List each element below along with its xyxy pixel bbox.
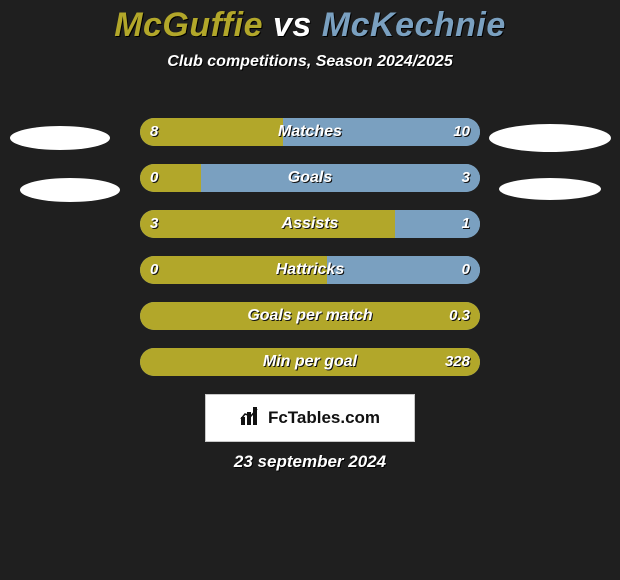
stat-row: Goals per match0.3 <box>140 302 480 330</box>
stat-row: Hattricks00 <box>140 256 480 284</box>
decorative-ellipse <box>489 124 611 152</box>
bar-fill-player1 <box>140 164 201 192</box>
bar-fill-player2 <box>395 210 480 238</box>
decorative-ellipse <box>499 178 601 200</box>
title-player1: McGuffie <box>114 6 263 44</box>
bar-fill-player1 <box>140 348 480 376</box>
date-line: 23 september 2024 <box>0 452 620 472</box>
bar-fill-player2 <box>327 256 480 284</box>
subtitle: Club competitions, Season 2024/2025 <box>0 53 620 71</box>
decorative-ellipse <box>20 178 120 202</box>
title-player2: McKechnie <box>322 6 506 44</box>
bar-fill-player1 <box>140 302 480 330</box>
comparison-infographic: McGuffie vs McKechnie Club competitions,… <box>0 0 620 580</box>
stat-row: Matches810 <box>140 118 480 146</box>
stat-row: Goals03 <box>140 164 480 192</box>
stat-row: Min per goal328 <box>140 348 480 376</box>
bar-fill-player2 <box>283 118 480 146</box>
bar-fill-player1 <box>140 256 327 284</box>
brand-box: FcTables.com <box>205 394 415 442</box>
stat-row: Assists31 <box>140 210 480 238</box>
title-vs: vs <box>273 6 312 44</box>
chart-icon <box>240 406 262 431</box>
decorative-ellipse <box>10 126 110 150</box>
bar-fill-player1 <box>140 118 283 146</box>
brand-text: FcTables.com <box>268 408 380 428</box>
bar-fill-player2 <box>201 164 480 192</box>
page-title: McGuffie vs McKechnie <box>0 0 620 45</box>
bar-fill-player1 <box>140 210 395 238</box>
bar-stack: Matches810 Goals03 Assists31 Hattricks00 Goa… <box>140 118 480 394</box>
